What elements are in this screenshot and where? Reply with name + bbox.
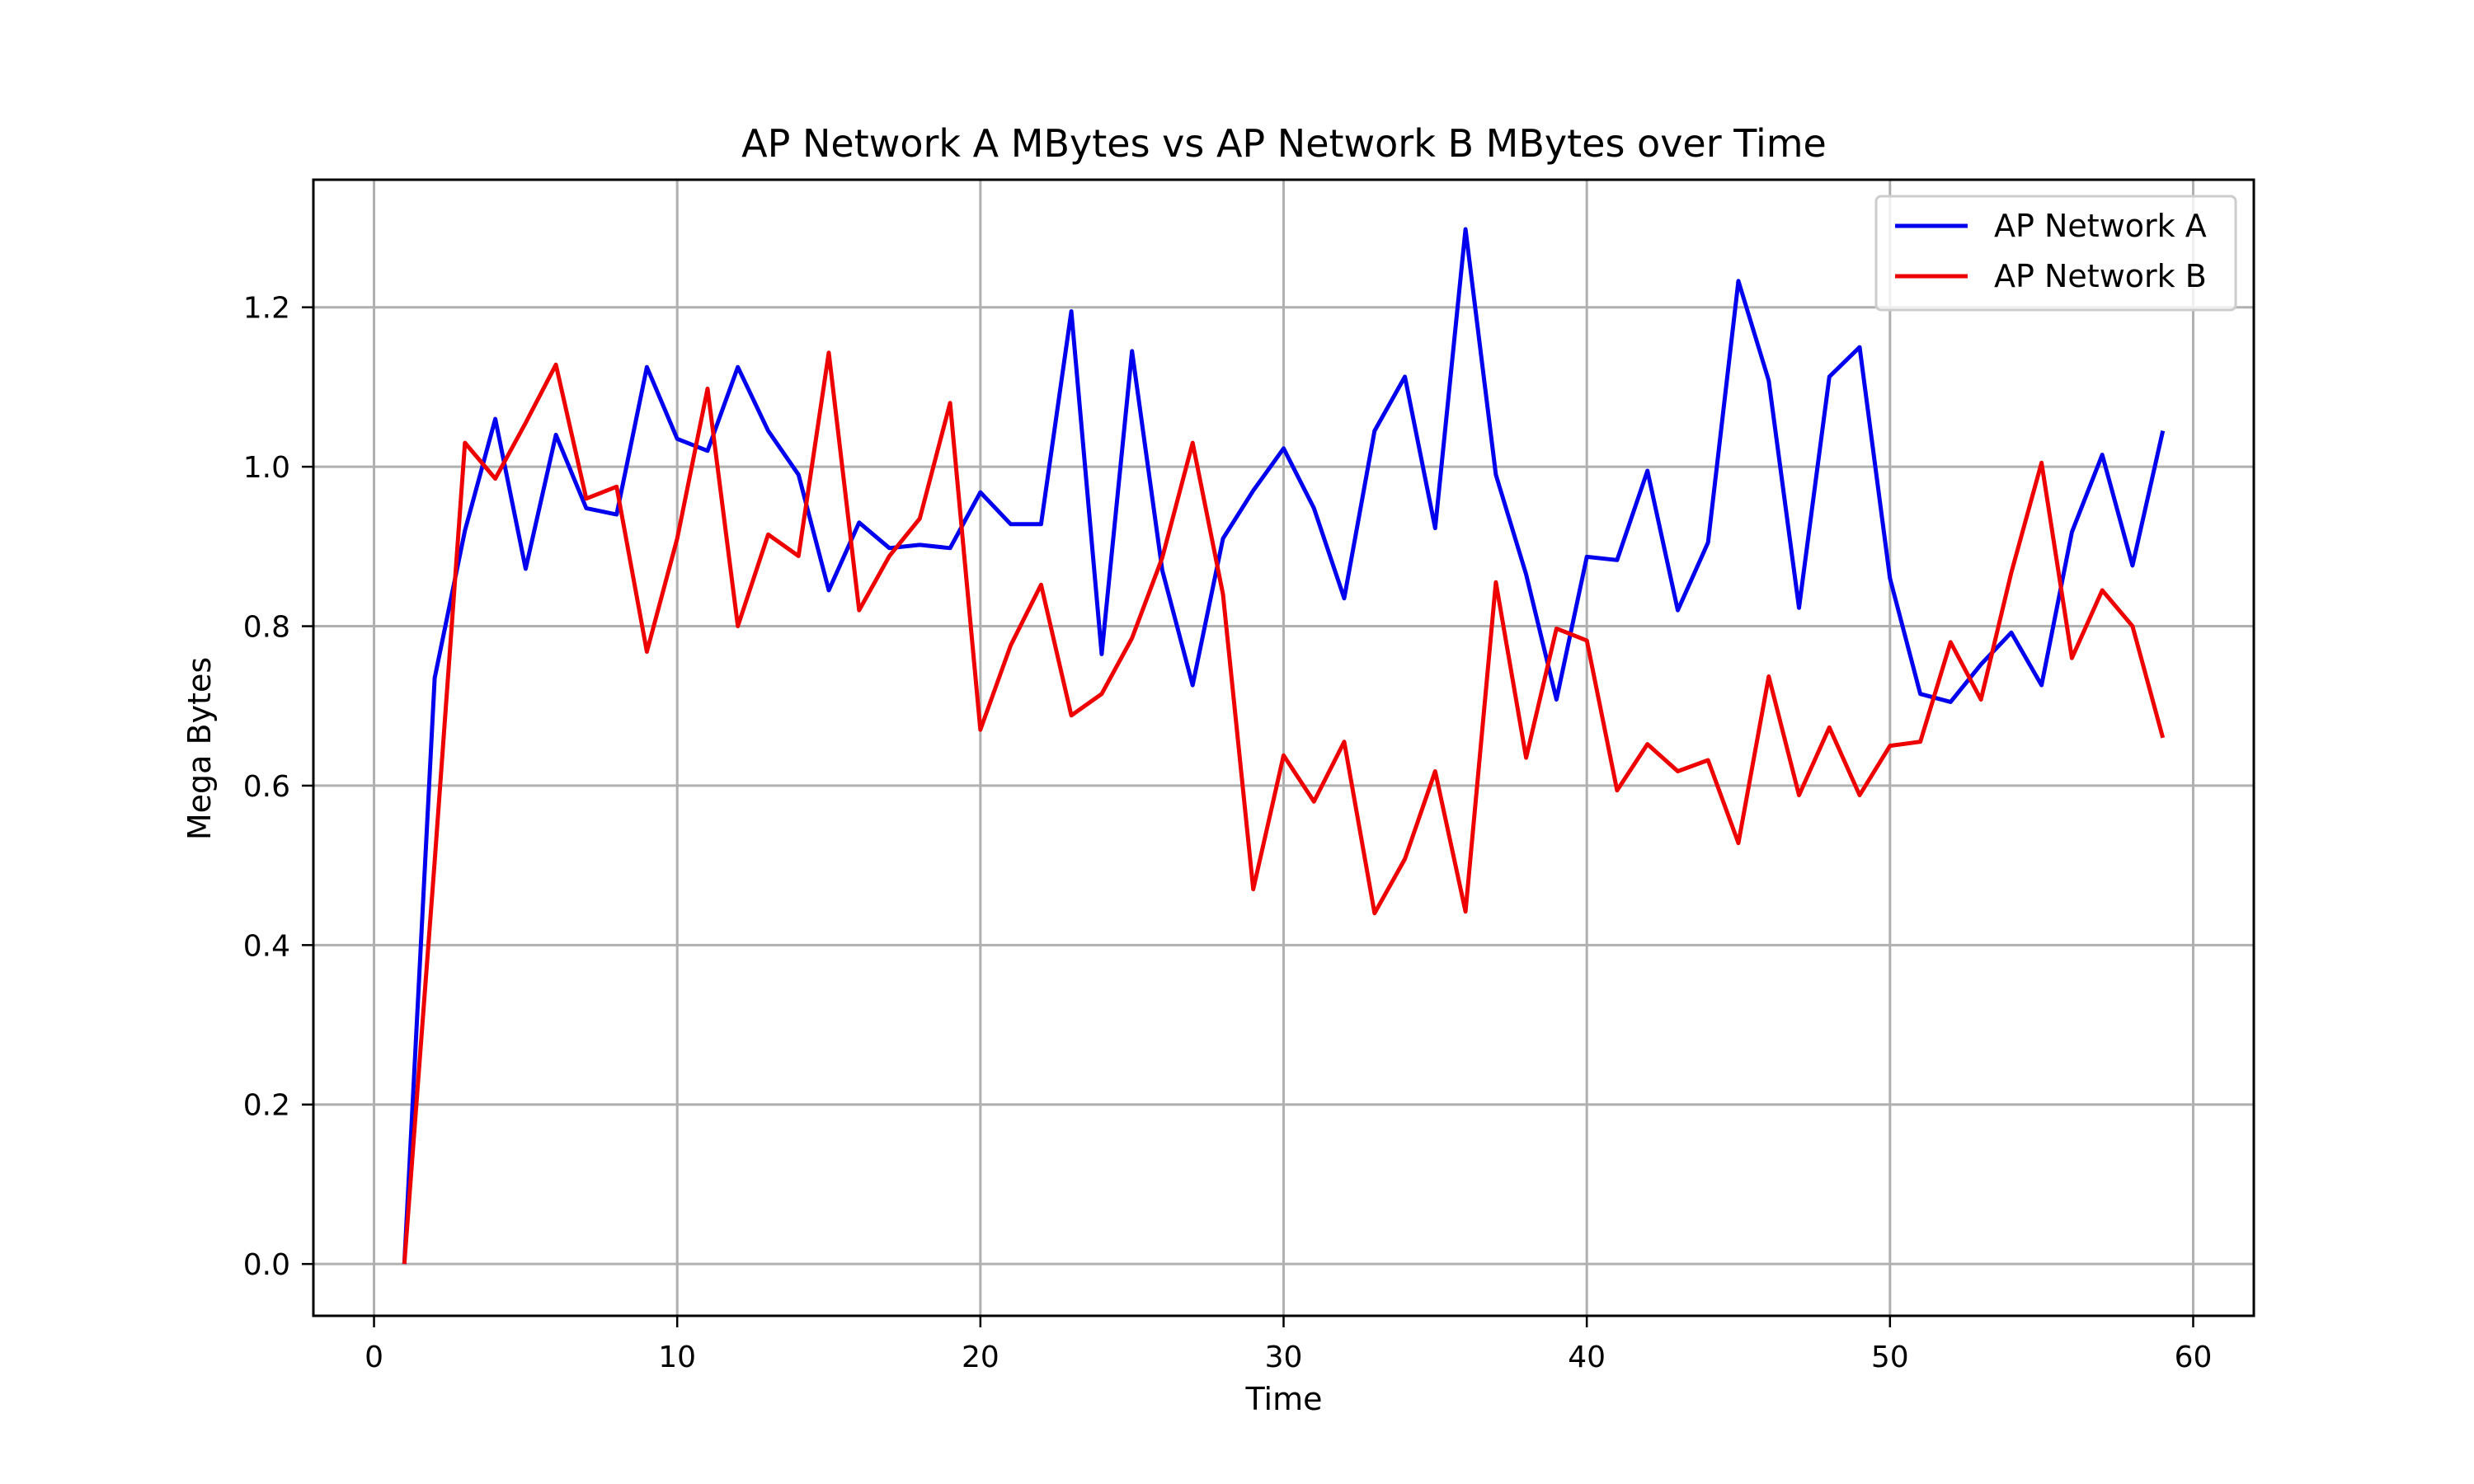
y-tick-label: 0.6 [243,770,290,804]
y-tick-label: 0.8 [243,611,290,645]
grid-lines [313,180,2254,1316]
y-tick-label: 0.2 [243,1089,290,1123]
y-tick-label: 1.0 [243,451,290,485]
series-line-ap-network-b [402,350,2166,1265]
x-tick-labels: 0 10 20 30 40 50 60 [365,1341,2212,1374]
axis-ticks [302,306,2194,1327]
series-lines [402,227,2166,1265]
x-tick-label: 40 [1568,1341,1606,1374]
legend-label-ap-network-a: AP Network A [1994,208,2207,244]
legend-label-ap-network-b: AP Network B [1994,258,2207,294]
x-tick-label: 60 [2175,1341,2213,1374]
y-axis-label: Mega Bytes [181,657,218,840]
x-tick-label: 0 [365,1341,383,1374]
x-axis-label: Time [1245,1381,1323,1417]
x-tick-label: 20 [962,1341,999,1374]
x-tick-label: 10 [658,1341,696,1374]
y-tick-labels: 0.0 0.2 0.4 0.6 0.8 1.0 1.2 [243,292,290,1282]
y-tick-label: 0.4 [243,929,290,963]
y-tick-label: 0.0 [243,1248,290,1282]
x-tick-label: 30 [1265,1341,1303,1374]
y-tick-label: 1.2 [243,292,290,326]
legend: AP Network A AP Network B [1874,195,2237,312]
x-tick-label: 50 [1871,1341,1909,1374]
chart-title: AP Network A MBytes vs AP Network B MByt… [741,121,1827,166]
